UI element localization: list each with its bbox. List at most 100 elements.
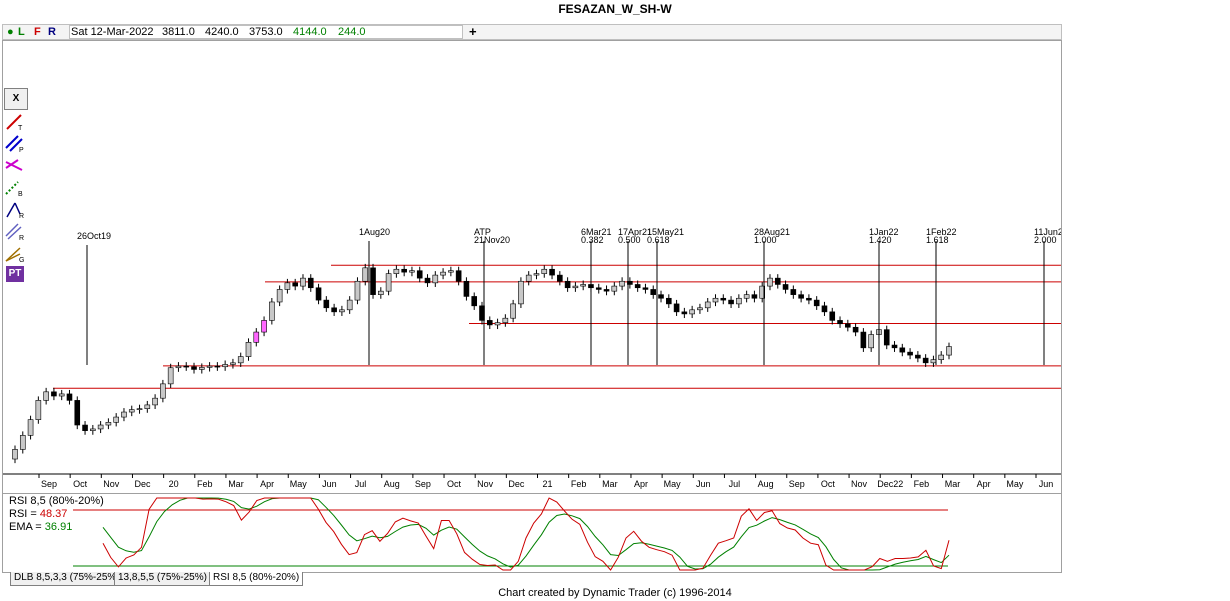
candle-body [790,289,797,295]
parallel-tool-icon[interactable]: P [4,134,26,154]
candle-body [401,268,407,273]
pt-tool-icon[interactable]: PT [6,266,24,282]
channel-tool-icon[interactable]: R [4,222,26,242]
candle-body [845,323,851,328]
price-chart-panel: 9000.08000.07000.06000.05000.04000.03000… [2,40,1224,494]
candle-body [128,409,135,413]
tab-rsi[interactable]: RSI 8,5 (80%-20%) [209,572,304,586]
time-marker-label: 1Aug20 [359,227,390,237]
rsi-label: RSI = [9,508,40,520]
candle-body [416,270,423,279]
candle-body [269,301,275,321]
candle-body [806,297,812,301]
x-tick-label: Jun [696,479,711,489]
tool-label: B [18,191,23,198]
candle-body [230,362,236,365]
x-tick-label: Jun [322,479,337,489]
candle-body [331,307,337,313]
time-marker-ratio: 1.618 [926,235,949,245]
candle-body [494,322,501,326]
time-marker-label: ATP [474,227,491,237]
candle-body [105,422,112,426]
candle-body [829,311,836,321]
l-button[interactable]: L [18,26,25,38]
candle-body [642,287,649,290]
x-tick-label: 20 [169,479,179,489]
candle-body [922,357,929,364]
candle-body [121,411,127,418]
tab-dlb-13[interactable]: 13,8,5,5 (75%-25%) [114,572,211,586]
candle-body [253,331,260,343]
x-tick-label: Jul [729,479,741,489]
bar-change: 244.0 [338,26,366,38]
candle-body [557,274,563,282]
candle-body [339,309,345,313]
candle-body [136,408,143,410]
fan-tool-icon[interactable] [4,156,26,176]
candle-body [315,287,322,301]
x-tick-label: Oct [73,479,88,489]
candle-body [603,289,610,292]
candle-body [323,299,330,309]
x-tick-label: Nov [851,479,868,489]
tab-dlb[interactable]: DLB 8,5,3,3 (75%-25%) [10,572,124,586]
x-tick-label: Dec [508,479,525,489]
ema-label: EMA = [9,521,45,533]
candle-body [362,267,369,282]
candle-body [868,334,874,349]
candle-body [697,307,703,311]
candle-body [82,424,88,431]
footer-credit: Chart created by Dynamic Trader (c) 1996… [498,587,732,599]
x-tick-label: May [290,479,308,489]
time-marker-label: 28Aug21 [754,227,790,237]
candle-body [580,284,586,287]
candle-body [930,359,937,364]
candle-body [533,273,540,276]
candle-body [915,354,921,359]
price-chart: 9000.08000.07000.06000.05000.04000.03000… [3,41,1224,489]
candle-body [463,280,470,297]
time-marker-ratio: 1.000 [754,235,777,245]
tool-label: G [19,257,24,264]
trendline-tool-icon[interactable]: T [4,112,26,132]
candle-body [152,397,158,406]
r-button[interactable]: R [48,26,56,38]
gann-tool-icon[interactable]: G [4,244,26,264]
green-dot-icon[interactable]: ● [7,26,14,38]
candle-body [712,297,719,303]
f-button[interactable]: F [34,26,41,38]
rsi-line [102,497,950,571]
close-tools-icon[interactable]: X [4,88,28,110]
candle-body [634,284,641,289]
candle-body [19,435,26,450]
x-tick-label: Sep [415,479,431,489]
candle-body [619,280,625,287]
retracement-tool-icon[interactable]: B [4,178,26,198]
candle-body [175,365,182,369]
bar-high: 4240.0 [205,26,239,38]
candle-body [510,303,516,319]
candle-body [751,294,758,299]
time-marker-label: 1Feb22 [926,227,957,237]
x-tick-label: Aug [384,479,400,489]
drawing-tools: X T P B R R G PT [4,88,28,284]
time-marker-label: 1Jan22 [869,227,899,237]
candle-body [852,326,859,333]
candle-body [74,400,81,426]
x-tick-label: Mar [602,479,618,489]
candle-body [595,287,602,290]
candle-body [720,297,727,301]
candle-body [938,354,945,360]
candle-body [237,356,244,364]
candle-body [12,449,18,460]
add-icon[interactable]: + [469,24,477,39]
bar-close: 4144.0 [293,26,327,38]
candle-body [385,273,392,292]
time-marker-label: 15May21 [647,227,684,237]
candle-body [97,424,104,430]
bar-low: 3753.0 [249,26,283,38]
bar-date: Sat 12-Mar-2022 [71,26,154,38]
ray-tool-icon[interactable]: R [4,200,26,220]
chart-title: FESAZAN_W_SH-W [558,2,672,16]
